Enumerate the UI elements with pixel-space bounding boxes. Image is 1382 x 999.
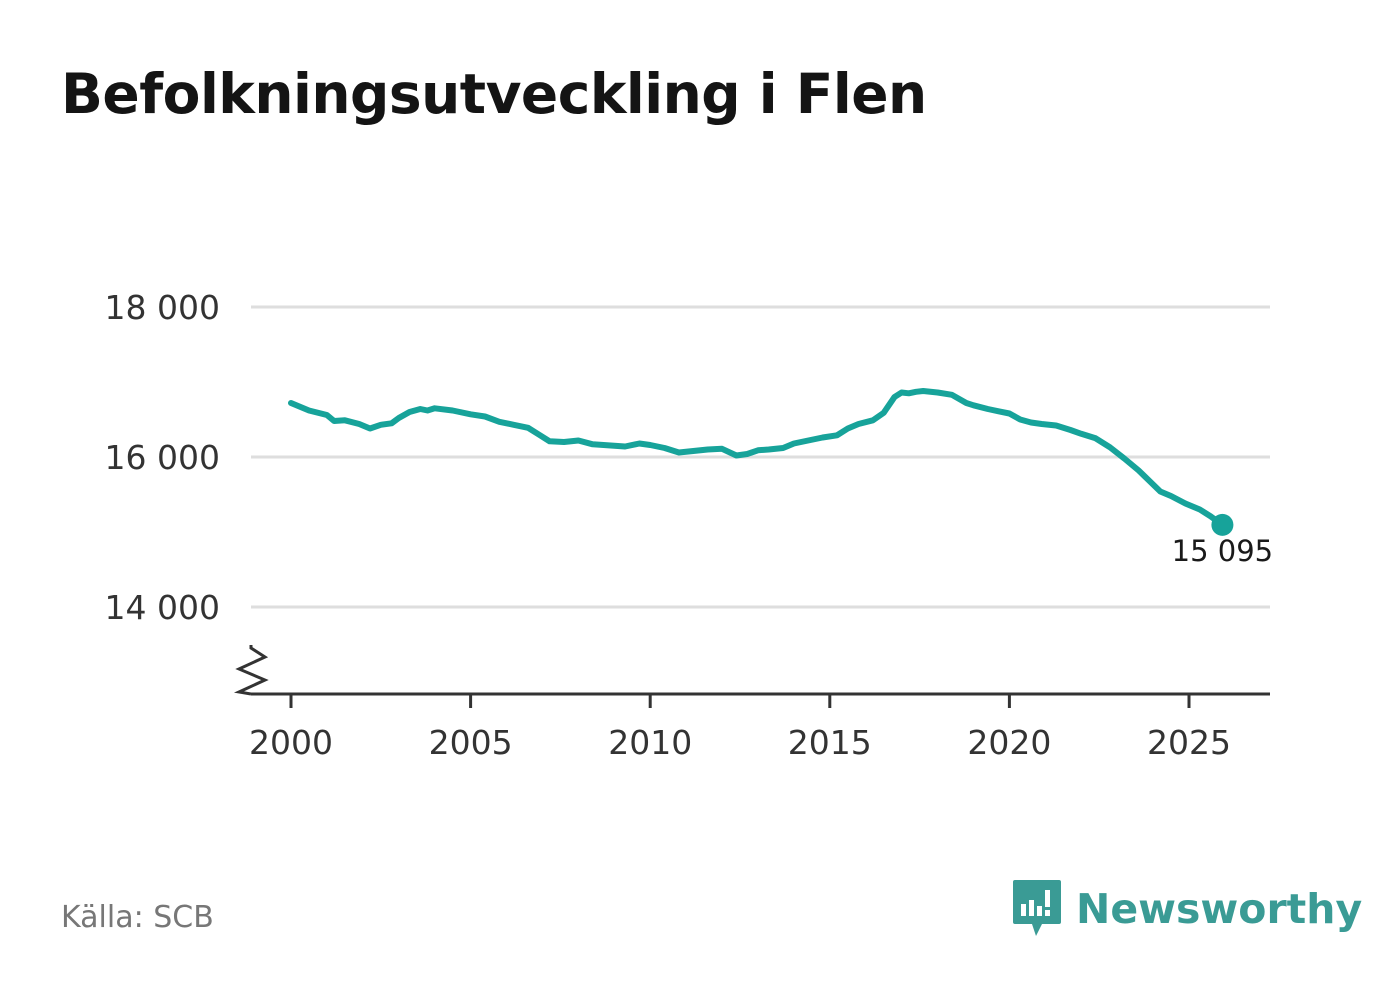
x-tick-label: 2025	[1147, 723, 1231, 762]
chart-title: Befolkningsutveckling i Flen	[61, 62, 927, 126]
y-axis-ticks: 18 000 16 000 14 000	[105, 288, 220, 627]
x-tick-label: 2005	[429, 723, 513, 762]
x-axis	[233, 645, 1270, 696]
y-tick-label: 14 000	[105, 588, 220, 627]
end-value-label: 15 095	[1172, 534, 1273, 568]
source-note: Källa: SCB	[61, 900, 214, 935]
y-tick-label: 16 000	[105, 438, 220, 477]
x-tick-label: 2010	[608, 723, 692, 762]
brand-logo: Newsworthy	[1012, 878, 1362, 940]
newsworthy-logo-icon	[1013, 880, 1061, 936]
brand-name: Newsworthy	[1076, 885, 1363, 933]
series-line	[288, 388, 1226, 528]
x-tick-label: 2015	[788, 723, 872, 762]
x-tick-label: 2000	[249, 723, 333, 762]
x-tick-label: 2020	[967, 723, 1051, 762]
series-layer: 15 095	[288, 388, 1273, 568]
end-point-marker	[1211, 513, 1234, 536]
y-tick-label: 18 000	[105, 288, 220, 327]
gridlines	[251, 305, 1270, 609]
axis-break-icon	[233, 645, 269, 696]
x-axis-ticks: 2000 2005 2010 2015 2020 2025	[249, 694, 1231, 762]
